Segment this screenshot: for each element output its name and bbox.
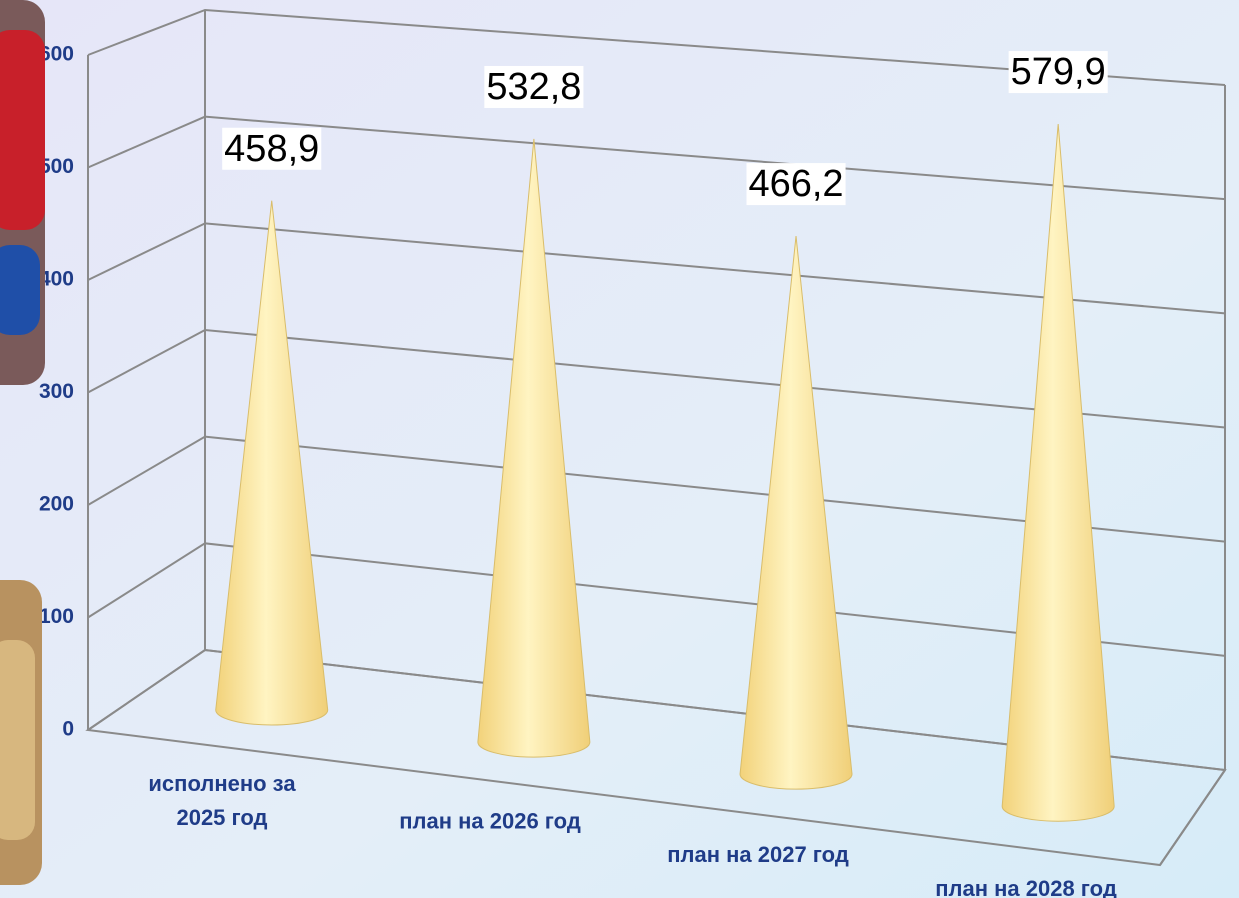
cone [477, 138, 591, 758]
cone [1001, 123, 1115, 822]
value-label-box [484, 65, 584, 108]
grid-line [87, 115, 1226, 201]
y-tick-label: 600 [39, 43, 74, 66]
value-label-box [746, 163, 846, 206]
value-label: 532,8 [486, 66, 581, 108]
y-tick-label: 400 [39, 268, 74, 291]
marks: 458,9 исполнено за 2025 год 532,8 план на 20… [148, 51, 1117, 898]
y-tick-label: 500 [39, 155, 74, 178]
value-label: 579,9 [1011, 51, 1106, 93]
photo-part [0, 640, 35, 840]
y-tick-label: 0 [62, 718, 74, 741]
y-tick-label: 100 [39, 605, 74, 628]
value-label: 466,2 [748, 163, 843, 205]
grid-line [87, 328, 1226, 429]
grid-line [87, 8, 1226, 86]
grid-line [87, 222, 1226, 315]
y-tick-label: 200 [39, 493, 74, 516]
axes: 0 100 200 300 400 500 600 [39, 8, 1227, 867]
x-tick-label: план на 2027 год [667, 842, 849, 867]
grid-line [87, 435, 1226, 543]
x-tick-label: исполнено за 2025 год [148, 771, 296, 830]
photo-part [0, 30, 45, 230]
y-tick-label: 300 [39, 380, 74, 403]
photo-part [0, 245, 40, 335]
photos [0, 0, 45, 885]
value-label-box [222, 127, 322, 170]
value-label: 458,9 [224, 128, 319, 170]
grid-line [87, 648, 1226, 771]
grid-line [87, 542, 1226, 657]
value-label-box [1008, 51, 1108, 94]
cone [215, 200, 329, 726]
cone [739, 236, 853, 790]
x-tick-label: план на 2028 год [935, 876, 1117, 898]
x-tick-label: план на 2026 год [399, 808, 581, 833]
floor-edge [1159, 769, 1226, 866]
